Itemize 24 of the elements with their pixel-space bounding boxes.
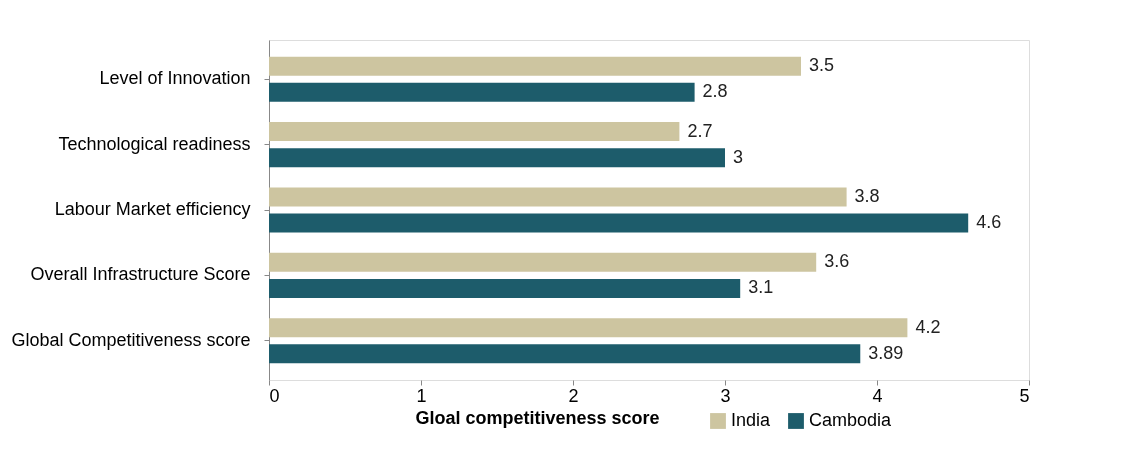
y-tick-label: Overall Infrastructure Score	[30, 264, 251, 285]
legend-label: India	[731, 410, 772, 430]
x-tick-label: 1	[416, 385, 427, 406]
data-label: 4.6	[976, 212, 1002, 233]
x-tick-label: 4	[872, 385, 883, 406]
data-label: 3	[733, 146, 744, 167]
data-label: 4.2	[915, 316, 941, 337]
data-label: 3.89	[868, 342, 904, 363]
x-tick-label: 3	[720, 385, 731, 406]
y-tick-label: Technological readiness	[58, 133, 251, 154]
data-label: 3.5	[809, 55, 835, 76]
y-tick-label: Labour Market efficiency	[54, 199, 251, 219]
data-label: 3.6	[824, 251, 850, 272]
x-tick-label: 2	[568, 385, 579, 406]
x-axis-title: Gloal competitiveness score	[415, 407, 660, 428]
data-label: 2.8	[702, 81, 728, 102]
x-tick-label: 5	[1019, 385, 1030, 406]
y-tick-label: Global Competitiveness score	[11, 329, 251, 350]
data-label: 2.7	[687, 120, 713, 141]
x-tick-label: 0	[269, 385, 280, 406]
data-label: 3.8	[854, 185, 880, 206]
y-tick-label: Level of Innovation	[99, 68, 251, 89]
data-label: 3.1	[748, 277, 774, 298]
legend-label: Cambodia	[809, 410, 893, 430]
